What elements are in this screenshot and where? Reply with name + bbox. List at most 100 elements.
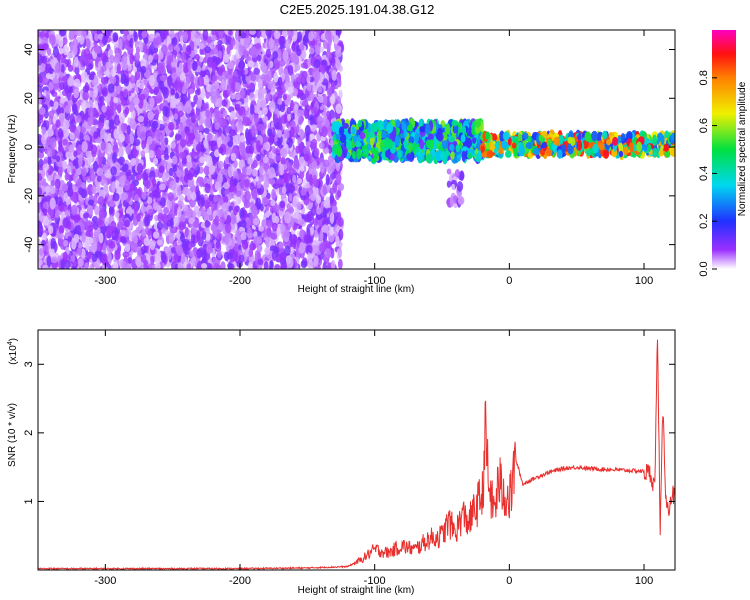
- heatmap-cell: [256, 153, 261, 162]
- heatmap-cell: [136, 212, 141, 223]
- heatmap-cell: [106, 177, 112, 185]
- heatmap-cell: [148, 54, 153, 64]
- heatmap-cell: [138, 30, 143, 38]
- heatmap-cell: [218, 146, 224, 154]
- heatmap-cell: [217, 160, 224, 169]
- heatmap-cell: [276, 89, 284, 96]
- heatmap-cell: [240, 32, 247, 39]
- heatmap-cell: [300, 70, 308, 79]
- heatmap-cell: [248, 82, 255, 90]
- heatmap-cell: [170, 226, 177, 234]
- heatmap-cell: [304, 234, 310, 245]
- heatmap-cell: [109, 54, 115, 64]
- heatmap-cell: [160, 30, 165, 40]
- heatmap-cell: [38, 202, 41, 214]
- heatmap-cell: [300, 260, 308, 269]
- heatmap-cell: [38, 146, 45, 154]
- heatmap-cell: [192, 221, 198, 228]
- heatmap-cell: [189, 250, 195, 258]
- heatmap-cell: [68, 144, 75, 153]
- heatmap-cell: [202, 30, 209, 41]
- heatmap-cell: [230, 38, 236, 47]
- heatmap-cell: [249, 104, 255, 115]
- heatmap-cell: [172, 165, 178, 173]
- heatmap-cell: [309, 114, 315, 126]
- heatmap-cell: [107, 252, 112, 264]
- heatmap-cell: [143, 237, 151, 247]
- heatmap-cell: [158, 165, 165, 174]
- heatmap-cell: [204, 182, 211, 194]
- heatmap-cell: [49, 186, 56, 195]
- heatmap-cell: [238, 60, 246, 70]
- heatmap-cell: [211, 34, 217, 42]
- heatmap-cell: [48, 225, 54, 235]
- heatmap-cell: [185, 73, 191, 85]
- heatmap-cell: [203, 127, 210, 134]
- heatmap-cell: [203, 74, 209, 86]
- heatmap-cell: [96, 217, 103, 226]
- heatmap-cell: [231, 75, 239, 83]
- heatmap-cell: [306, 74, 311, 84]
- heatmap-cell: [38, 107, 46, 116]
- heatmap-cell: [136, 163, 143, 174]
- heatmap-cell: [57, 128, 64, 139]
- heatmap-cell: [335, 235, 340, 246]
- heatmap-cell: [55, 155, 61, 163]
- heatmap-cell: [196, 230, 201, 242]
- heatmap-cell: [220, 261, 226, 269]
- heatmap-cell: [245, 166, 253, 176]
- heatmap-cell: [98, 232, 104, 244]
- heatmap-cell: [222, 202, 229, 215]
- heatmap-cell: [245, 145, 251, 154]
- heatmap-cell: [224, 188, 229, 196]
- heatmap-cell: [203, 194, 208, 201]
- heatmap-cell: [258, 174, 264, 182]
- heatmap-cell: [70, 254, 76, 263]
- heatmap-cell: [311, 245, 318, 254]
- heatmap-cell: [94, 205, 100, 215]
- heatmap-cell: [80, 222, 85, 233]
- heatmap-cell: [281, 186, 287, 194]
- heatmap-cell: [265, 192, 271, 200]
- heatmap-cell: [152, 202, 159, 210]
- heatmap-cell: [66, 165, 72, 175]
- heatmap-cell: [118, 156, 126, 166]
- heatmap-cell: [100, 65, 107, 72]
- heatmap-cell: [68, 85, 73, 95]
- heatmap-cell: [248, 30, 256, 35]
- heatmap-cell: [169, 217, 174, 229]
- heatmap-cell: [296, 109, 304, 118]
- heatmap-cell: [312, 85, 318, 93]
- heatmap-cell: [121, 260, 127, 269]
- heatmap-cell: [206, 178, 213, 185]
- heatmap-cell: [118, 133, 126, 143]
- heatmap-cell: [217, 173, 223, 185]
- heatmap-cell: [247, 156, 254, 165]
- heatmap-cell: [182, 31, 189, 42]
- heatmap-cell: [105, 61, 112, 69]
- heatmap-cell: [150, 255, 155, 266]
- heatmap-cell: [203, 165, 210, 176]
- heatmap-cell: [164, 229, 170, 237]
- heatmap-cell: [322, 185, 327, 196]
- heatmap-cell: [242, 240, 249, 250]
- heatmap-cell: [50, 180, 56, 187]
- heatmap-cell: [186, 190, 192, 201]
- heatmap-cell: [120, 123, 127, 133]
- heatmap-cell: [287, 30, 292, 35]
- heatmap-cell: [49, 100, 54, 107]
- heatmap-cell: [177, 110, 184, 118]
- heatmap-cell: [240, 67, 245, 77]
- heatmap-cell: [201, 103, 209, 110]
- heatmap-cell: [169, 180, 177, 191]
- heatmap-cell: [117, 104, 122, 114]
- heatmap-cell: [176, 206, 182, 219]
- heatmap-cell: [140, 245, 147, 254]
- heatmap-cell: [277, 119, 283, 131]
- heatmap-cell: [92, 160, 99, 173]
- heatmap-cell: [114, 52, 121, 64]
- heatmap-cell: [93, 85, 99, 98]
- heatmap-cell: [130, 174, 135, 181]
- heatmap-cell: [100, 52, 107, 62]
